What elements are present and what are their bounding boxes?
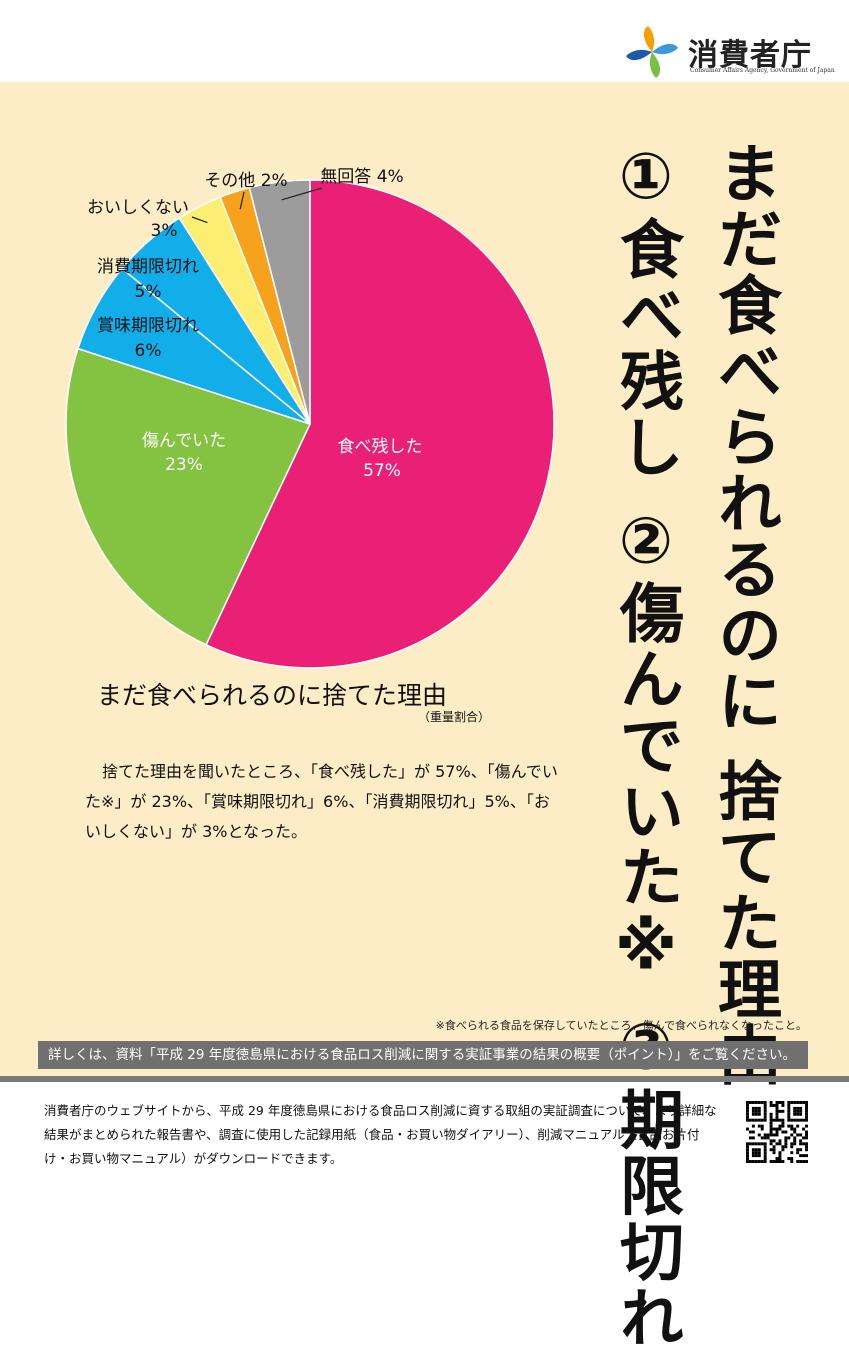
detail-link-bar[interactable]: 詳しくは、資料「平成 29 年度徳島県における食品ロス削減に関する実証事業の結果… <box>38 1041 808 1069</box>
agency-name-english: Consumer Affairs Agency, Government of J… <box>690 67 835 74</box>
chart-caption-title: まだ食べられるのに捨てた理由 <box>97 681 448 710</box>
footnote: ※食べられる食品を保存していたところ、傷んで食べられなくなったこと。 <box>435 1019 807 1032</box>
pie-slice-2 <box>65 347 312 646</box>
pie-chart: 食べ残した 57% 傷んでいた 23% 賞味期限切れ 6% 消費期限切れ 5% おいしくない 3%… <box>65 167 555 669</box>
headline-line-1: まだ食べられるのに 捨てた理由 <box>707 140 781 1089</box>
leader-line <box>191 216 208 224</box>
slice-value: 57% <box>363 461 401 481</box>
slice-label: 傷んでいた <box>142 431 226 451</box>
agency-logo-icon <box>626 26 678 78</box>
slice-value: 23% <box>165 455 203 475</box>
slice-label: その他 2% <box>204 171 287 191</box>
slice-value: 5% <box>135 282 162 302</box>
leader-line <box>239 191 245 210</box>
slice-label: 食べ残した <box>338 437 423 457</box>
slice-label: 無回答 4% <box>320 167 403 187</box>
qr-code[interactable] <box>746 1101 808 1163</box>
leader-line <box>281 187 323 201</box>
chart-caption-sub: （重量割合） <box>418 710 491 724</box>
slice-label: 消費期限切れ <box>97 257 199 277</box>
pie-slice-1 <box>205 179 555 669</box>
divider <box>0 1076 849 1082</box>
slice-label: 賞味期限切れ <box>97 316 199 336</box>
slice-value: 6% <box>135 341 162 361</box>
agency-name: 消費者庁 <box>688 38 812 73</box>
slice-value: 3% <box>151 221 178 241</box>
pie-slice-7 <box>248 179 311 425</box>
agency-logo[interactable]: 消費者庁 Consumer Affairs Agency, Government… <box>624 20 839 82</box>
slice-label: おいしくない <box>87 198 189 218</box>
page-header: 消費者庁 Consumer Affairs Agency, Government… <box>0 0 849 82</box>
download-info-text: 消費者庁のウェブサイトから、平成 29 年度徳島県における食品ロス削減に資する取… <box>44 1103 717 1166</box>
summary-text: 捨てた理由を聞いたところ、「食べ残した」が 57%、「傷んでいた※」が 23%、… <box>85 762 558 841</box>
headline-line-2: ①食べ残し ②傷んでいた※ ③期限切れ <box>609 140 683 1351</box>
